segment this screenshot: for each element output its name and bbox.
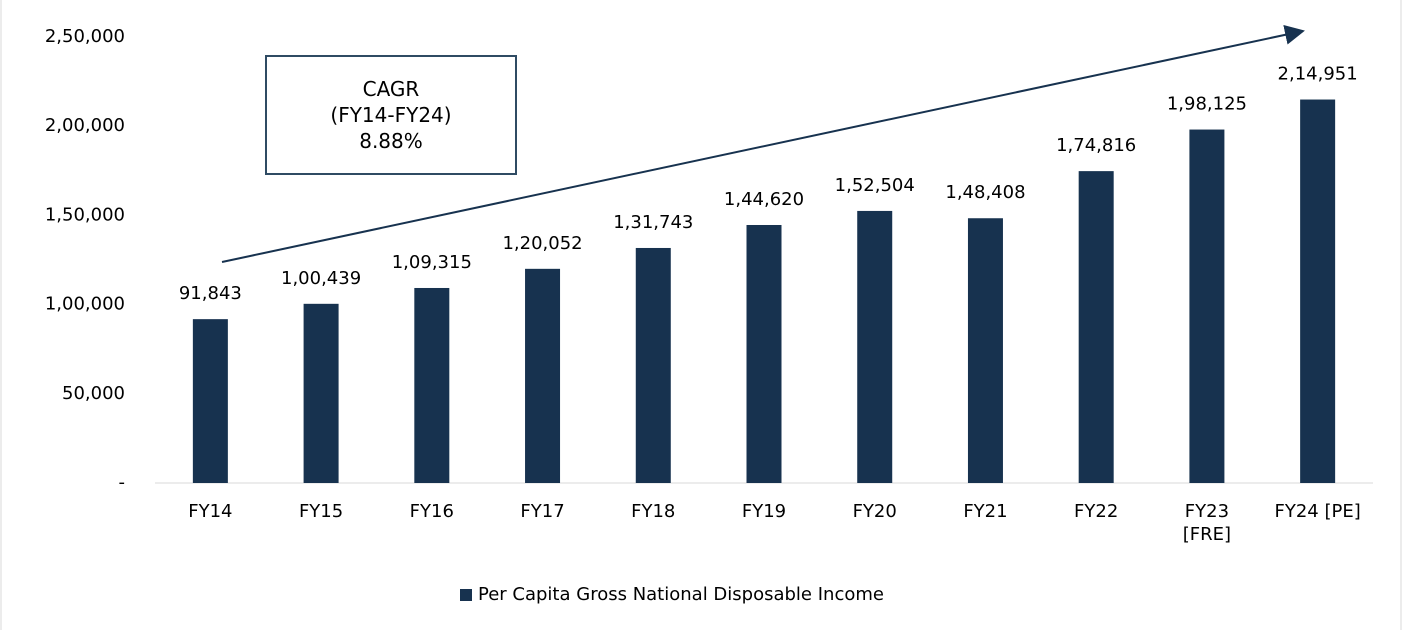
y-tick-label: 2,00,000 [45, 115, 125, 136]
bar [192, 319, 228, 483]
x-tick-label: FY16 [409, 501, 454, 522]
data-label: 1,52,504 [835, 175, 915, 196]
y-tick-label: 1,00,000 [45, 294, 125, 315]
data-label: 1,00,439 [281, 268, 361, 289]
trend-arrow [221, 24, 1305, 263]
data-label: 91,843 [179, 283, 242, 304]
data-label: 1,20,052 [502, 233, 582, 254]
data-label: 1,09,315 [392, 252, 472, 273]
x-tick-label: FY24 [PE] [1274, 501, 1361, 522]
y-tick-label: 50,000 [62, 383, 125, 404]
x-tick-label: FY20 [852, 501, 897, 522]
annotation: CAGR (FY14-FY24) 8.88% [265, 55, 517, 175]
bar [857, 210, 893, 483]
bar [967, 218, 1003, 484]
bar [414, 287, 450, 483]
data-label: 1,31,743 [613, 212, 693, 233]
x-tick-label: FY14 [188, 501, 233, 522]
x-tick-label: FY15 [298, 501, 344, 522]
x-tick-label: FY21 [963, 501, 1008, 522]
bar [1189, 129, 1225, 484]
x-tick-label: FY19 [741, 501, 787, 522]
legend-swatch [460, 589, 472, 601]
x-tick-label: FY18 [631, 501, 676, 522]
data-label: 1,98,125 [1167, 94, 1247, 115]
x-tick-label: FY23 [FRE] [1182, 501, 1232, 545]
bar [1078, 171, 1114, 484]
y-tick-label: 1,50,000 [45, 204, 125, 225]
bar [635, 247, 671, 483]
x-tick-label: FY17 [520, 501, 565, 522]
bar [746, 224, 782, 483]
data-label: 1,48,408 [945, 182, 1025, 203]
x-tick-label: FY22 [1074, 501, 1119, 522]
legend-label: Per Capita Gross National Disposable Inc… [478, 584, 884, 605]
data-label: 2,14,951 [1278, 64, 1358, 85]
y-tick-label: - [119, 472, 126, 493]
bar [1300, 99, 1336, 484]
data-label: 1,74,816 [1056, 135, 1136, 156]
y-tick-label: 2,50,000 [45, 26, 125, 47]
bar [525, 268, 561, 483]
bar [303, 303, 339, 483]
data-label: 1,44,620 [724, 189, 804, 210]
